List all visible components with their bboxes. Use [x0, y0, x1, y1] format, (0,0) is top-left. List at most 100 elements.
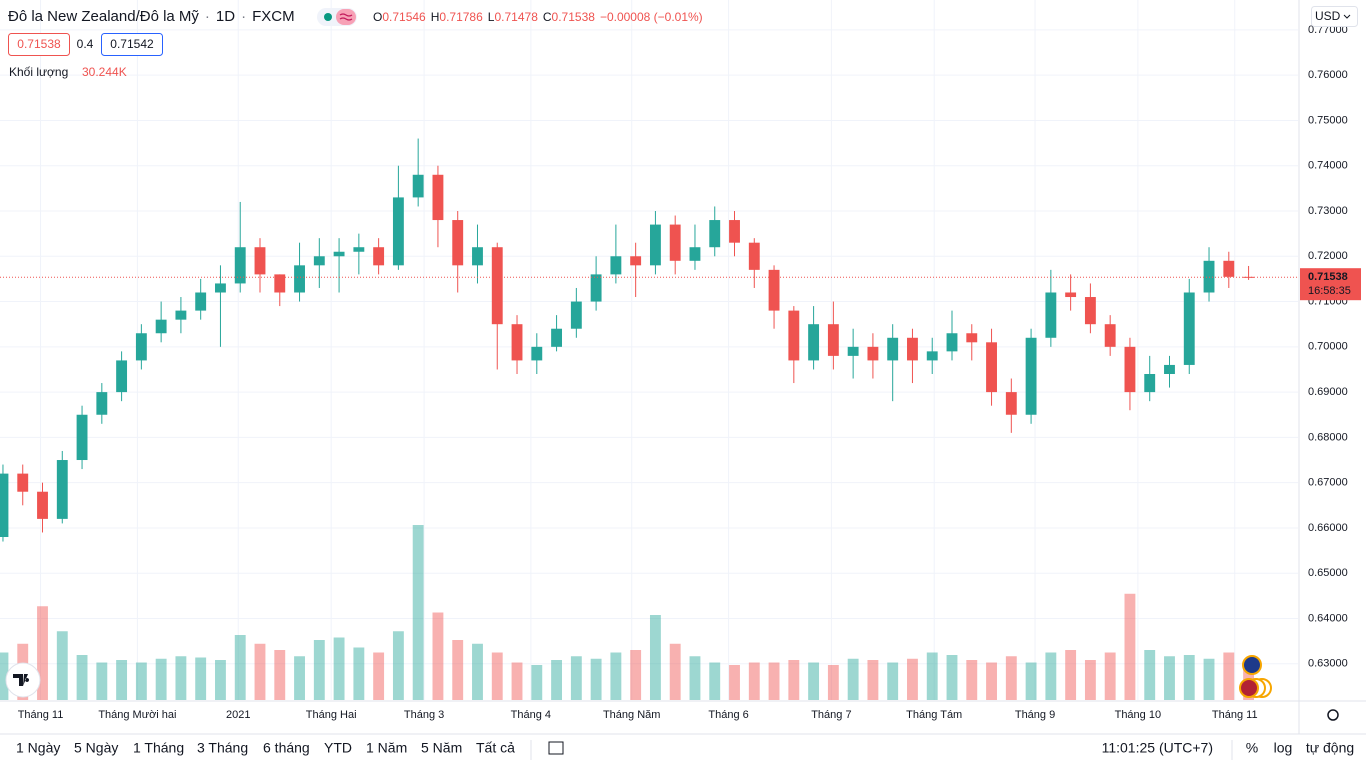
candle-body — [689, 247, 701, 261]
candle-body — [1203, 260, 1215, 293]
volume-bar — [570, 656, 582, 700]
candle-body — [392, 197, 404, 266]
candle-body — [155, 319, 167, 334]
volume-bar — [926, 652, 938, 700]
candle-body — [867, 346, 879, 361]
date-range-icon[interactable] — [548, 741, 564, 755]
volume-bar — [748, 662, 760, 700]
volume-bar — [689, 656, 701, 700]
ohlc-label: C — [543, 10, 552, 24]
candle-body — [946, 333, 958, 352]
candle-body — [17, 473, 29, 492]
currency-label[interactable]: USD — [1315, 9, 1341, 23]
x-tick-label: Tháng 11 — [18, 709, 64, 721]
candle-body — [630, 256, 642, 266]
range-button[interactable]: 1 Năm — [366, 740, 407, 756]
range-button[interactable]: 3 Tháng — [197, 740, 248, 756]
sell-button[interactable] — [8, 33, 70, 56]
y-tick-label: 0.75000 — [1308, 114, 1348, 126]
buy-price[interactable]: 0.71542 — [110, 37, 154, 51]
y-tick-label: 0.77000 — [1308, 24, 1348, 36]
volume-bar — [590, 658, 602, 700]
volume-pane — [0, 525, 1255, 700]
last-price-box — [1300, 268, 1361, 301]
range-button[interactable]: 6 tháng — [263, 740, 310, 756]
candle-body — [116, 360, 128, 393]
candle-body — [333, 251, 345, 257]
volume-bar — [155, 658, 167, 700]
candle-body — [1005, 392, 1017, 415]
volume-bar — [1203, 658, 1215, 700]
buy-button[interactable] — [101, 33, 163, 56]
bottom-toolbar: 1 Ngày 5 Ngày 1 Tháng 3 Tháng 6 tháng YTD 1 Nă… — [16, 740, 1354, 756]
volume-bar — [966, 660, 978, 700]
candle-body — [56, 460, 68, 519]
y-tick-label: 0.72000 — [1308, 250, 1348, 262]
range-button[interactable]: YTD — [324, 740, 352, 756]
clock[interactable]: 11:01:25 (UTC+7) — [1102, 740, 1213, 756]
range-button[interactable]: Tất cả — [476, 740, 515, 756]
interval: 1D — [216, 8, 235, 25]
y-tick-label: 0.67000 — [1308, 477, 1348, 489]
volume-bar — [709, 662, 721, 700]
symbol-header: Đô la New Zealand/Đô la Mỹ · 1D · FXCM — [8, 8, 295, 25]
separator: · — [241, 8, 246, 25]
volume-bar — [373, 652, 385, 700]
range-button[interactable]: 1 Ngày — [16, 740, 60, 756]
candle-body — [1124, 346, 1136, 393]
volume-bar — [847, 658, 859, 700]
candle-body — [195, 292, 207, 311]
volume-legend-value: 30.244K — [82, 65, 127, 79]
x-tick-label: 2021 — [226, 709, 250, 721]
candle-body — [788, 310, 800, 361]
volume-bar — [76, 655, 88, 700]
currency-button[interactable] — [1311, 6, 1358, 27]
sell-price[interactable]: 0.71538 — [17, 37, 61, 51]
range-button[interactable]: 1 Tháng — [133, 740, 184, 756]
candle-body — [570, 301, 582, 329]
y-tick-label: 0.70000 — [1308, 341, 1348, 353]
candle-body — [274, 274, 286, 293]
delayed-icon-glyph — [339, 13, 353, 21]
volume-bar — [669, 643, 681, 700]
candle-body — [748, 242, 760, 270]
separator: · — [205, 8, 210, 25]
candle-body — [511, 324, 523, 361]
volume-bar — [472, 643, 483, 700]
market-open-dot — [324, 13, 332, 21]
volume-bar — [1104, 652, 1116, 700]
candle-body — [432, 174, 444, 221]
candle-body — [215, 283, 226, 293]
volume-bar — [1124, 593, 1136, 700]
scale-option[interactable]: % — [1246, 740, 1258, 756]
candle-body — [1144, 373, 1156, 393]
volume-bar — [867, 660, 879, 700]
event-flag[interactable] — [1239, 678, 1259, 698]
ohlc-label: H — [431, 10, 440, 24]
volume-bar — [412, 525, 424, 700]
spread: 0.4 — [77, 37, 94, 51]
volume-bar — [432, 612, 444, 700]
scale-option[interactable]: tự động — [1306, 740, 1354, 756]
volume-bar — [827, 665, 839, 700]
candle-body — [531, 346, 543, 361]
volume-bar — [452, 640, 464, 700]
settings-icon[interactable] — [1327, 709, 1339, 721]
volume-bar — [630, 650, 642, 700]
volume-bar — [294, 656, 305, 700]
y-tick-label: 0.66000 — [1308, 522, 1348, 534]
range-button[interactable]: 5 Năm — [421, 740, 462, 756]
event-flag[interactable] — [1242, 655, 1262, 675]
candle-body — [452, 220, 464, 266]
volume-bar — [353, 647, 365, 700]
volume-legend-name: Khối lượng — [9, 65, 68, 79]
volume-bar — [333, 637, 345, 700]
volume-bar — [551, 660, 563, 700]
scale-option[interactable]: log — [1274, 740, 1293, 756]
x-tick-label: Tháng Mười hai — [98, 709, 176, 721]
range-button[interactable]: 5 Ngày — [74, 740, 118, 756]
candle-body — [907, 337, 918, 361]
x-tick-label: Tháng 4 — [511, 709, 551, 721]
